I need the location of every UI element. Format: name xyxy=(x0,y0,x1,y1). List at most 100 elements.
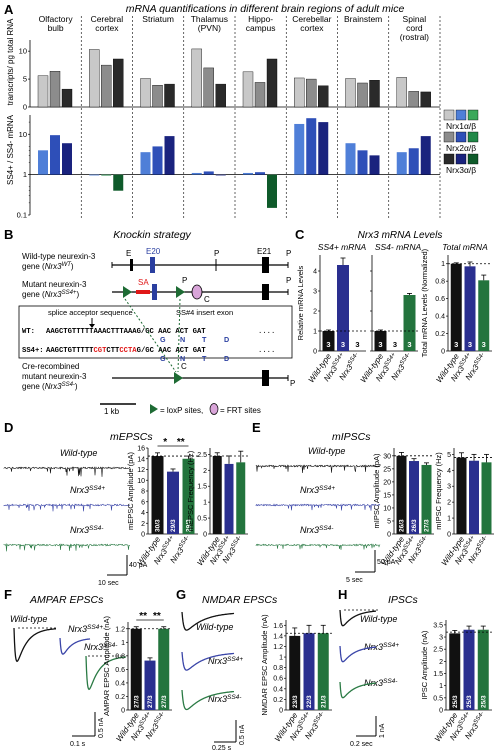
a-bottom-bar-0-0 xyxy=(38,150,48,175)
C-total-tick-label: 0.4 xyxy=(435,314,445,321)
C-minus-n-label-0: 3 xyxy=(378,340,382,349)
a-top-bar-2-2 xyxy=(164,83,175,108)
exon-e21 xyxy=(262,257,269,273)
H-amp-bar-1 xyxy=(463,629,475,710)
svg-text:Wild-type neurexin-3: Wild-type neurexin-3 xyxy=(22,252,96,261)
E-freq-tick-label: 2 xyxy=(447,500,451,507)
panel-letter-f: F xyxy=(4,587,12,602)
panel-a-charts: 0 5 10 0.1 1 10 xyxy=(17,16,441,220)
D-amp-ylabel: mEPSC Amplitude (pA) xyxy=(126,452,135,530)
G-amp-tick-label: 0.6 xyxy=(273,676,283,683)
E-freq-bar-2 xyxy=(481,462,492,534)
C-total-bar-0 xyxy=(450,263,462,351)
region-label-2: Striatum xyxy=(142,14,174,24)
G-amp-ylabel: NMDAR EPSC Amplitude (nA) xyxy=(260,614,269,716)
E-amp-bar-1 xyxy=(409,461,419,534)
D-freq-bar-1 xyxy=(224,463,234,534)
H-amp-tick-label: 1.5 xyxy=(433,671,443,678)
svg-text:P: P xyxy=(182,276,187,285)
panel-c-sub-total: Total mRNA xyxy=(442,242,488,252)
a-bottom-bar-2-1 xyxy=(113,174,124,191)
D-amp-tick-label: 16 xyxy=(137,446,145,453)
a-top-bar-0-2 xyxy=(140,78,151,108)
D-amp-sig-1: ** xyxy=(177,437,185,448)
svg-text:0.2 sec: 0.2 sec xyxy=(350,741,373,748)
svg-text:....: .... xyxy=(258,328,275,336)
wt-gene-label: Wild-type neurexin-3 gene (Nrx3WT) xyxy=(22,252,96,271)
trace-label-1: Nrx3SS4+ xyxy=(364,642,399,652)
trace-label-0: Wild-type xyxy=(308,446,345,456)
C-plus-tick-label: 1 xyxy=(313,329,317,336)
legend-swatch-2-0 xyxy=(443,153,455,165)
sa-label: SA xyxy=(138,278,149,287)
trace-label-0: Wild-type xyxy=(196,622,233,632)
C-total-bar-1 xyxy=(464,266,476,351)
trace-label-1: Nrx3SS4+ xyxy=(300,485,335,495)
a-bottom-bar-1-5 xyxy=(306,118,317,175)
svg-text:Mutant neurexin-3: Mutant neurexin-3 xyxy=(22,280,87,289)
G-amp-bar-2 xyxy=(317,633,329,710)
a-bottom-bar-2-0 xyxy=(62,143,72,175)
panel-letter-a: A xyxy=(4,2,14,17)
a-top-bar-2-5 xyxy=(318,85,329,108)
C-plus-n-label-2: 3 xyxy=(355,340,359,349)
D-amp-tick-label: 4 xyxy=(141,510,145,517)
a-top-bar-2-1 xyxy=(113,58,124,108)
G-amp-tick-label: 1.6 xyxy=(273,623,283,630)
D-amp-bar-1 xyxy=(167,471,179,534)
E-amp-tick-label: 10 xyxy=(383,505,391,512)
H-amp-tick-label: 0 xyxy=(439,708,443,715)
sequence-box xyxy=(18,305,293,359)
H-amp-ylabel: IPSC Amplitude (nA) xyxy=(420,630,429,699)
loxp-site-remaining xyxy=(174,372,183,384)
a-bottom-bar-2-5 xyxy=(318,122,329,175)
legend-swatch-1-1 xyxy=(455,131,467,143)
C-plus-n-label-0: 3 xyxy=(326,340,330,349)
cre-gene-label: Cre-recombined mutant neurexin-3 gene (N… xyxy=(22,362,87,391)
F-amp-sig-0: ** xyxy=(139,611,147,622)
legend-label-2: Nrx3α/β xyxy=(446,165,476,175)
svg-text:0.5 nA: 0.5 nA xyxy=(239,724,246,745)
svg-text:C: C xyxy=(204,295,210,304)
svg-text:5 sec: 5 sec xyxy=(346,577,363,584)
legend-swatch-2-1 xyxy=(455,153,467,165)
loxp-legend: = loxP sites, xyxy=(160,406,203,415)
C-total-n-label-0: 3 xyxy=(454,340,458,349)
panel-f-traces: Wild-type Nrx3SS4+ Nrx3SS4- 0.5 nA 0.1 s xyxy=(10,614,126,748)
G-amp-tick-label: 0 xyxy=(279,708,283,715)
C-plus-ylabel: Relative mRNA Levels xyxy=(296,265,305,340)
H-amp-n-label-1: 25/3 xyxy=(466,695,473,708)
panel-letter-d: D xyxy=(4,420,13,435)
legend-swatch-1-2 xyxy=(467,131,479,143)
svg-text:P: P xyxy=(286,276,291,285)
G-amp-tick-label: 0.8 xyxy=(273,665,283,672)
panel-d-traces: Wild-type Nrx3SS4+ Nrx3SS4- 40 pA 10 sec xyxy=(3,448,148,587)
H-amp-n-label-0: 25/3 xyxy=(452,695,459,708)
svg-text:1 nA: 1 nA xyxy=(379,723,386,738)
D-amp-tick-label: 0 xyxy=(141,532,145,539)
panel-a-top-tick: 10 xyxy=(19,47,27,56)
ss4-exon xyxy=(152,284,157,300)
svg-text:mutant neurexin-3: mutant neurexin-3 xyxy=(22,372,87,381)
a-top-bar-1-1 xyxy=(101,64,112,108)
F-amp-tick-label: 0.6 xyxy=(115,667,125,674)
a-top-bar-0-5 xyxy=(294,77,305,108)
E-amp-bar-2 xyxy=(421,464,432,534)
svg-text:10 sec: 10 sec xyxy=(98,580,119,587)
frt-site xyxy=(191,284,203,300)
svg-text:D: D xyxy=(224,335,229,344)
a-top-bar-0-4 xyxy=(242,71,254,108)
E-amp-n-label-0: 26/3 xyxy=(399,519,406,532)
D-freq-bar-0 xyxy=(212,455,222,534)
wt-seq: AAGCTGTTTTTAAACTTTAAAG/GC AAC ACT GAT xyxy=(46,328,206,336)
loxp-site-1 xyxy=(123,286,132,298)
D-amp-bar-2 xyxy=(182,458,195,534)
E-freq-tick-label: 4 xyxy=(447,468,451,475)
a-bottom-bar-2-7 xyxy=(420,136,431,175)
D-amp-tick-label: 2 xyxy=(141,521,145,528)
panel-b-title: Knockin strategy xyxy=(113,229,191,241)
E-freq-ylabel: mIPSC Frequency (Hz) xyxy=(434,452,443,530)
a-bottom-bar-2-3 xyxy=(215,174,226,176)
G-amp-tick-label: 1.4 xyxy=(273,633,283,640)
